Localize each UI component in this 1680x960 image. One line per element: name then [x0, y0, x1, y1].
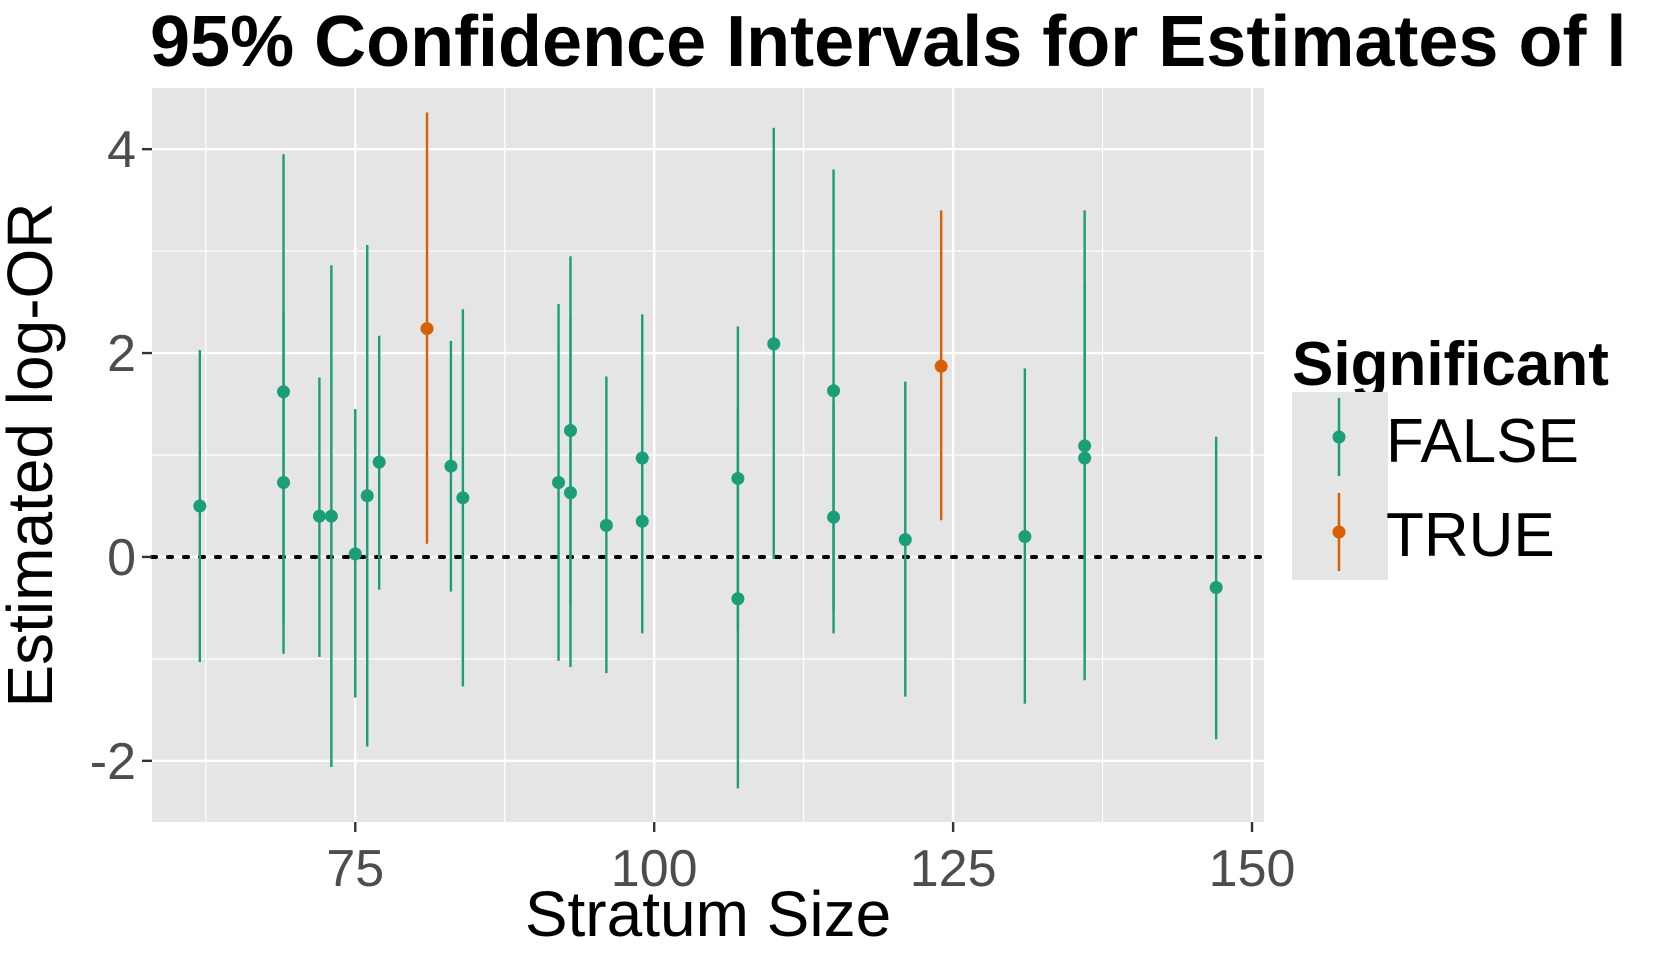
- estimate-point: [1078, 451, 1092, 465]
- estimate-point: [444, 459, 458, 473]
- estimate-point: [552, 476, 566, 490]
- y-tick-label: 4: [107, 121, 136, 179]
- estimate-point: [563, 424, 577, 438]
- y-tick-label: -2: [90, 733, 136, 791]
- x-tick-label: 75: [326, 840, 384, 898]
- estimate-point: [635, 514, 649, 528]
- x-axis-ticks: 75 100 125 150: [326, 822, 1295, 898]
- legend-key-true-point: [1332, 525, 1346, 539]
- estimate-point: [827, 384, 841, 398]
- legend-key-false-point: [1332, 430, 1346, 444]
- legend-label-true: TRUE: [1386, 501, 1555, 570]
- estimate-point: [731, 592, 745, 606]
- x-tick-label: 100: [611, 840, 698, 898]
- estimate-point: [348, 547, 362, 561]
- estimate-point: [635, 451, 649, 465]
- estimate-point: [1018, 530, 1032, 544]
- estimate-point: [312, 509, 326, 523]
- estimate-point: [767, 337, 781, 351]
- estimate-point: [360, 489, 374, 503]
- estimate-point: [193, 499, 207, 513]
- estimate-point: [1078, 439, 1092, 453]
- estimate-point: [898, 533, 912, 547]
- y-axis-title: Estimated log-OR: [0, 202, 66, 707]
- estimate-point: [420, 322, 434, 336]
- estimate-point: [277, 385, 291, 399]
- estimate-point: [731, 471, 745, 485]
- x-tick-label: 125: [910, 840, 997, 898]
- legend-title: Significant: [1292, 330, 1609, 399]
- estimate-point: [277, 476, 291, 490]
- estimate-point: [934, 359, 948, 373]
- grid-minor: [152, 88, 1264, 822]
- estimate-point: [827, 510, 841, 524]
- y-tick-label: 0: [107, 529, 136, 587]
- legend-label-false: FALSE: [1386, 407, 1579, 476]
- estimate-point: [324, 509, 338, 523]
- point-estimates: [193, 322, 1223, 606]
- legend: Significant FALSE TRUE: [1292, 330, 1609, 580]
- estimate-point: [456, 491, 470, 505]
- x-tick-label: 150: [1209, 840, 1296, 898]
- estimate-point: [372, 455, 386, 469]
- chart-title: 95% Confidence Intervals for Estimates o…: [150, 2, 1627, 82]
- y-tick-label: 2: [107, 325, 136, 383]
- x-axis-title: Stratum Size: [525, 878, 891, 950]
- estimate-point: [599, 518, 613, 532]
- estimate-point: [563, 486, 577, 500]
- estimate-point: [1209, 581, 1223, 595]
- y-axis-ticks: -2 0 2 4: [90, 121, 152, 791]
